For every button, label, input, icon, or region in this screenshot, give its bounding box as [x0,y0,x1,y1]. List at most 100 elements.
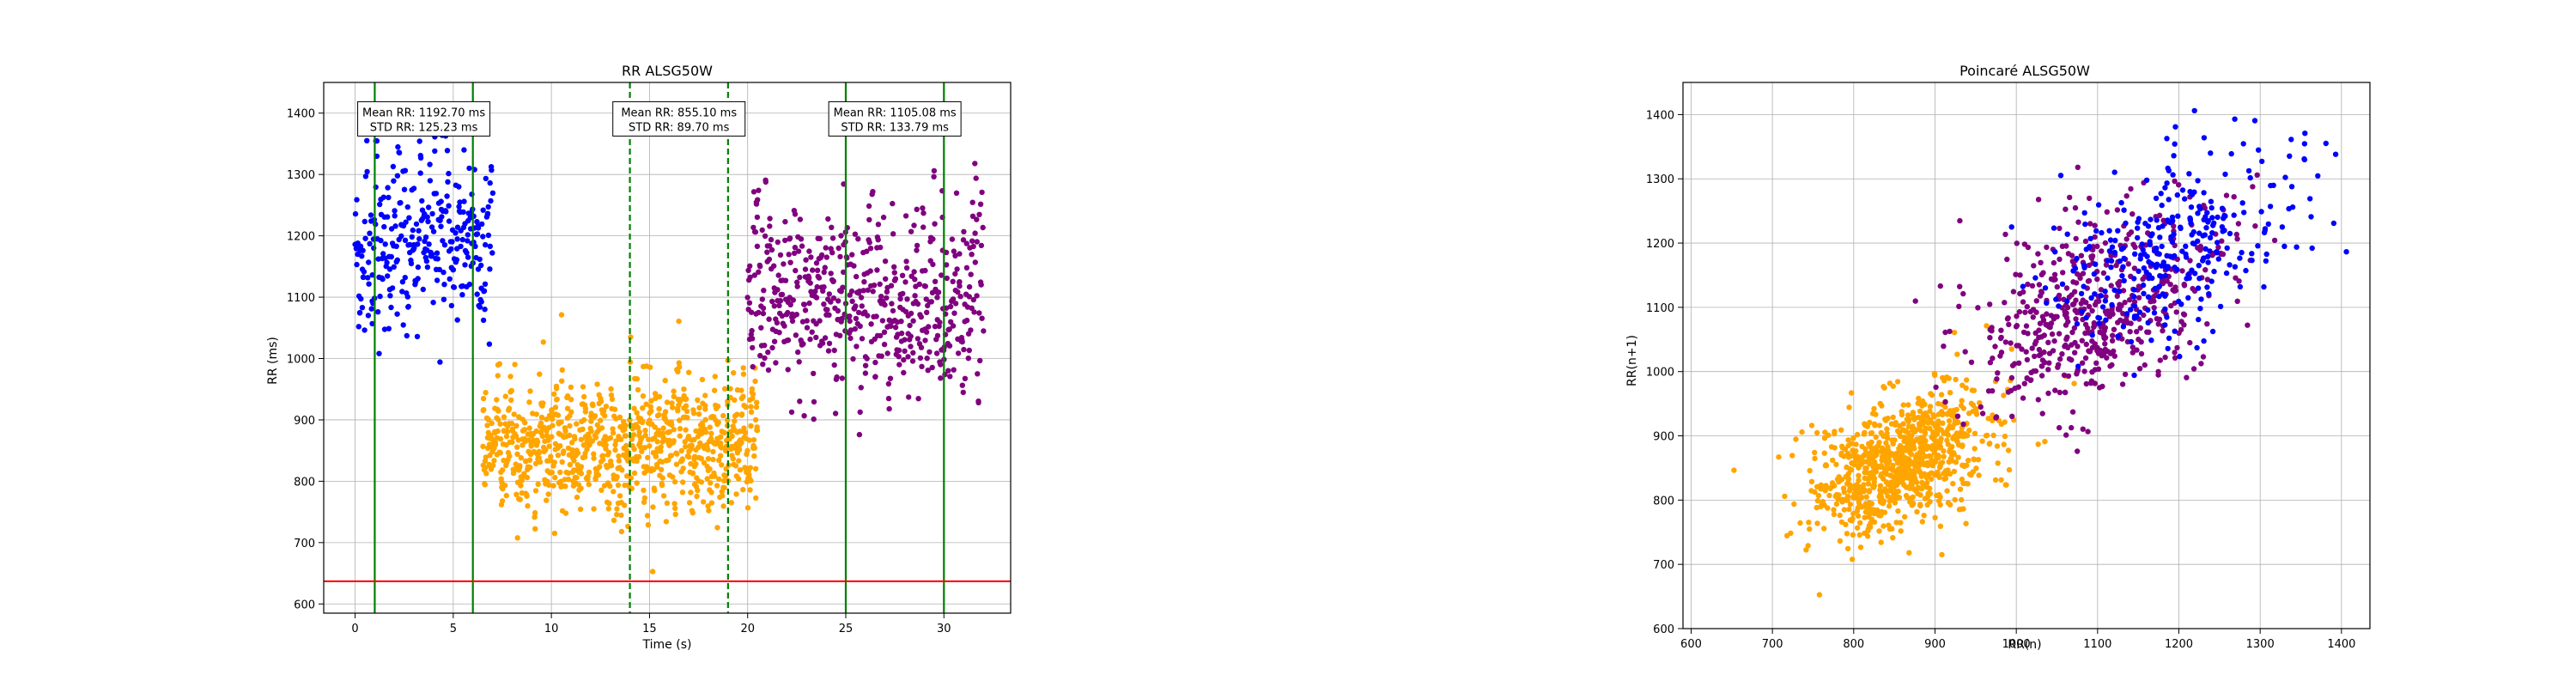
rr-point [864,248,870,254]
rr-point [679,489,686,495]
poincare-point [2236,278,2242,284]
poincare-point [1910,501,1917,508]
rr-point [752,416,759,423]
rr-point [757,264,763,270]
rr-point [859,336,866,342]
rr-point [721,386,728,392]
poincare-point [1844,464,1850,471]
poincare-point [1896,495,1903,501]
rr-point [610,426,616,432]
rr-point [835,307,841,314]
poincare-point [2131,313,2138,319]
rr-point [756,187,762,193]
poincare-grid [1683,82,2370,629]
poincare-point [1848,467,1855,473]
poincare-point [1837,512,1843,519]
rr-point [748,423,754,429]
poincare-point [1822,488,1828,494]
rr-point [681,386,687,392]
rr-point [949,236,956,242]
rr-point [825,348,832,354]
rr-point [482,482,489,488]
rr-point [654,464,660,470]
rr-point [528,443,534,449]
rr-point [736,447,743,453]
poincare-point [2207,248,2213,254]
poincare-point [2101,335,2107,341]
rr-stats-box [612,100,746,137]
rr-point [754,214,761,221]
rr-point [516,465,523,471]
poincare-point [2198,361,2204,367]
poincare-point [1838,450,1844,457]
poincare-point [2145,319,2151,325]
rr-point [760,305,767,312]
rr-point [539,433,545,439]
poincare-point [2162,322,2168,328]
rr-point [507,374,513,380]
poincare-point [1878,539,1884,545]
rr-point [871,283,878,289]
rr-point [978,242,985,249]
poincare-point [2106,228,2112,234]
rr-point [976,310,982,316]
rr-point [673,461,680,467]
rr-grid [324,82,1011,613]
rr-point [767,216,773,222]
rr-point [824,307,830,313]
poincare-point [2057,225,2063,232]
poincare-point [1976,472,1982,478]
rr-point [716,476,722,483]
poincare-point [2073,316,2079,322]
poincare-point [2093,301,2099,307]
rr-y-tick-label: 1000 [287,354,315,367]
poincare-point [2044,311,2050,317]
poincare-point [1940,410,1946,416]
poincare-point [1866,500,1872,506]
poincare-point [2181,312,2188,318]
rr-point [761,288,767,294]
rr-point [408,260,415,267]
poincare-point [1865,481,1872,487]
rr-point [607,483,613,489]
rr-point [972,259,979,265]
rr-point [635,424,641,431]
poincare-point [2198,296,2204,302]
poincare-point [2263,258,2269,264]
poincare-point [2160,217,2166,223]
poincare-point [2249,258,2255,264]
rr-point [362,235,368,241]
rr-point [952,252,958,258]
poincare-point [2307,196,2313,202]
poincare-point [1953,459,1959,465]
rr-point [935,289,942,295]
poincare-point [1898,520,1904,526]
rr-point [702,392,708,398]
poincare-point [2262,226,2269,232]
poincare-point [2172,124,2178,130]
poincare-point [1880,523,1886,529]
rr-point [580,426,586,432]
poincare-point [1902,514,1908,520]
rr-point [377,293,383,300]
poincare-point [2183,243,2189,249]
poincare-point [2045,367,2051,373]
poincare-point [2042,285,2049,291]
poincare-point [2231,194,2237,200]
poincare-point [2002,339,2009,345]
poincare-point [1926,453,1932,459]
rr-point [447,276,453,282]
poincare-point [2114,207,2121,213]
poincare-x-tick-label: 700 [1762,638,1783,651]
poincare-point [2009,362,2016,368]
rr-point [671,438,677,444]
rr-x-tick-label: 15 [642,623,657,635]
rr-point [777,298,784,304]
rr-point [927,349,933,355]
rr-point [960,237,967,243]
poincare-point [1849,441,1855,447]
rr-point [749,336,756,342]
rr-point [760,362,766,368]
poincare-x-axis-label: RR(n) [2008,638,2041,652]
poincare-point [2057,173,2064,179]
